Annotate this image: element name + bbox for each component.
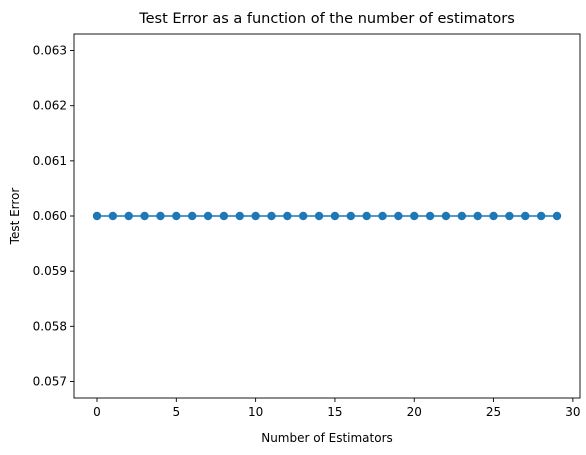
chart-title: Test Error as a function of the number o… — [138, 11, 515, 27]
x-tick-label: 0 — [93, 405, 101, 419]
y-tick-label: 0.060 — [33, 209, 67, 223]
y-axis-label: Test Error — [8, 188, 22, 246]
data-point — [314, 211, 324, 221]
plot-area — [73, 33, 581, 399]
x-tick-label: 10 — [248, 405, 263, 419]
data-point — [505, 211, 514, 221]
data-point — [489, 211, 498, 221]
data-point — [457, 211, 467, 221]
y-tick-label: 0.058 — [33, 319, 67, 333]
data-point — [552, 211, 562, 221]
y-tick-label: 0.057 — [33, 374, 67, 388]
x-tick-label: 20 — [407, 405, 422, 419]
y-tick-label: 0.059 — [33, 264, 67, 278]
data-point — [92, 211, 102, 221]
data-point — [378, 211, 387, 221]
data-point — [346, 211, 355, 221]
data-point — [330, 211, 340, 221]
data-point — [536, 211, 546, 221]
x-tick-label: 30 — [565, 405, 580, 419]
data-point — [283, 211, 292, 221]
data-point — [156, 211, 165, 221]
y-tick-label: 0.061 — [33, 154, 67, 168]
x-axis-label: Number of Estimators — [261, 431, 393, 445]
data-point — [124, 211, 133, 221]
data-point — [267, 211, 276, 221]
data-point — [473, 211, 482, 221]
y-tick-label: 0.062 — [33, 99, 67, 113]
data-point — [410, 211, 419, 221]
x-tick-label: 25 — [486, 405, 501, 419]
data-point — [219, 211, 229, 221]
x-tick-label: 15 — [327, 405, 342, 419]
data-point — [172, 211, 181, 221]
data-point — [299, 211, 308, 221]
data-point — [425, 211, 435, 221]
x-tick-label: 5 — [172, 405, 180, 419]
data-point — [235, 211, 244, 221]
data-point — [187, 211, 197, 221]
x-axis: 0 5 10 15 20 25 30 — [93, 398, 581, 419]
data-point — [108, 211, 118, 221]
y-tick-label: 0.063 — [33, 44, 67, 58]
y-axis: 0.057 0.058 0.059 0.060 0.061 0.062 0.063 — [33, 44, 74, 388]
data-point — [441, 211, 451, 221]
data-point — [140, 211, 149, 221]
data-point — [251, 211, 260, 221]
data-point — [203, 211, 213, 221]
data-point — [394, 211, 403, 221]
data-point — [362, 211, 371, 221]
data-point — [521, 211, 530, 221]
